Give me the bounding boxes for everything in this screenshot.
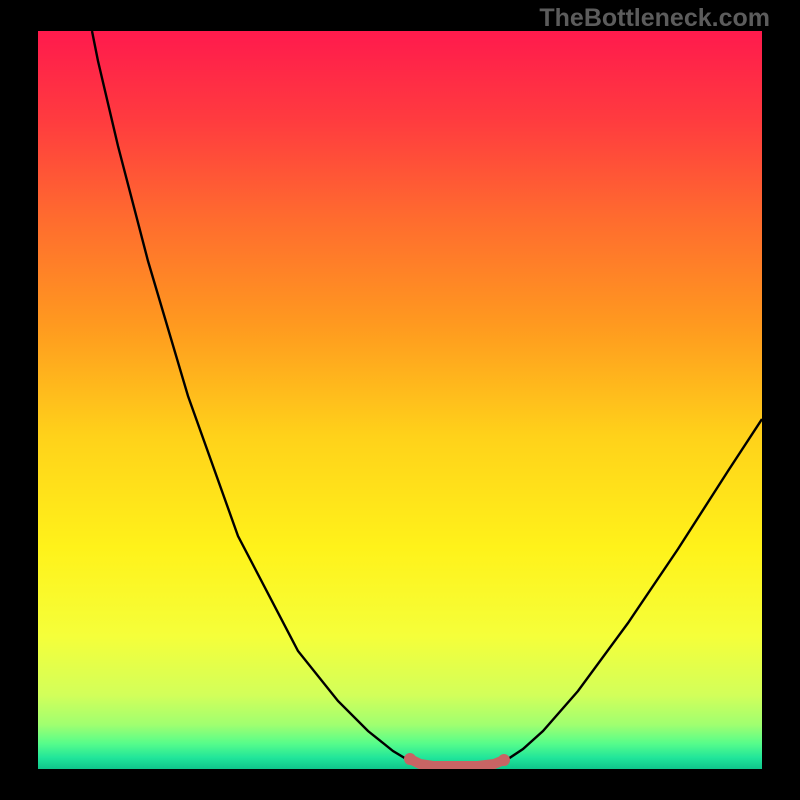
plot-area <box>38 31 762 769</box>
optimal-range-endpoint-dot <box>404 753 416 765</box>
gradient-background <box>38 31 762 769</box>
plot-svg <box>38 31 762 769</box>
optimal-range-endpoint-dot <box>498 754 510 766</box>
watermark-text: TheBottleneck.com <box>539 4 770 33</box>
chart-frame: TheBottleneck.com <box>0 0 800 800</box>
